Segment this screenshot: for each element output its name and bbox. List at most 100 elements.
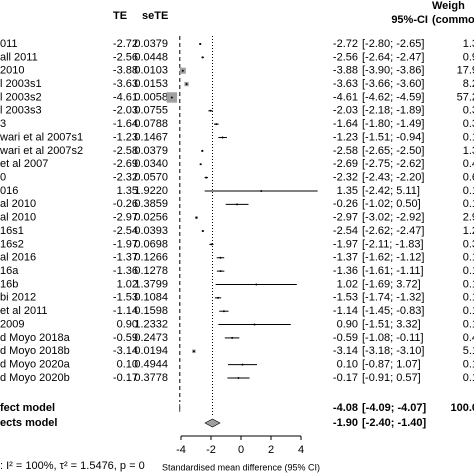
estimate-point: [195, 216, 198, 219]
estimate-point: [241, 363, 244, 366]
weight-value: 0.1: [463, 318, 474, 330]
weight-value: 1.2: [463, 225, 474, 237]
x-axis-label: Standardised mean difference (95% CI): [162, 462, 320, 472]
estimate-point: [231, 336, 234, 339]
pooled-ci: [-2.40; -1.40]: [362, 417, 427, 429]
sete-value: 0.3778: [134, 372, 168, 384]
te-value: -4.61: [113, 91, 138, 103]
weight-value: 5.1: [463, 345, 474, 357]
te-value: 1.35: [117, 185, 138, 197]
ci-value: [-2.43; -2.20]: [362, 172, 424, 184]
te-value: -0.17: [113, 372, 138, 384]
weight-value: 0.4: [463, 158, 474, 170]
ci-value: [-1.61; -1.11]: [362, 265, 424, 277]
ci-value: [-2.18; -1.89]: [362, 105, 424, 117]
study-label: 16a: [0, 265, 19, 277]
estimate-point: [253, 323, 256, 326]
weight-value: 0.3: [463, 118, 474, 130]
study-label: 2010: [0, 65, 24, 77]
estimate-value: -1.23: [333, 131, 358, 143]
ci-value: [-0.87; 1.07]: [362, 359, 421, 371]
te-value: -2.03: [113, 105, 138, 117]
sete-header: seTE: [142, 10, 168, 22]
estimate-value: -2.58: [333, 145, 358, 157]
sete-value: 0.0103: [134, 65, 168, 77]
pooled-diamond: [204, 418, 221, 428]
sete-value: 0.0755: [134, 105, 168, 117]
estimate-value: -2.69: [333, 158, 358, 170]
sete-value: 0.0379: [134, 38, 168, 50]
study-label: 16b: [0, 278, 18, 290]
estimate-value: -4.61: [333, 91, 358, 103]
pooled-estimate: -4.08: [333, 402, 358, 414]
te-value: -2.32: [113, 172, 138, 184]
study-label: wari et al 2007s1: [0, 131, 83, 143]
sete-value: 1.2332: [134, 318, 168, 330]
estimate-value: 1.02: [337, 278, 358, 290]
estimate-point: [170, 96, 173, 99]
study-label: d Moyo 2020a: [0, 359, 71, 371]
te-value: -1.23: [113, 131, 138, 143]
te-value: -3.14: [113, 345, 138, 357]
estimate-value: -3.63: [333, 78, 358, 90]
sete-value: 0.1278: [134, 265, 168, 277]
study-label: 011: [0, 38, 18, 50]
weight-value: 0.3: [463, 238, 474, 250]
te-value: -2.72: [113, 38, 138, 50]
te-header: TE: [113, 10, 127, 22]
sete-value: 0.0153: [134, 78, 168, 90]
weight-value: 0.6: [463, 172, 474, 184]
weight-value: 0.4: [463, 332, 474, 344]
sete-value: 0.0340: [134, 158, 168, 170]
estimate-value: -0.26: [333, 198, 358, 210]
weight-value: 1.3: [463, 38, 474, 50]
study-label: et al 2011: [0, 305, 48, 317]
estimate-value: -2.03: [333, 105, 358, 117]
estimate-point: [201, 230, 204, 233]
te-value: -1.53: [113, 292, 138, 304]
ci-value: [-1.80; -1.49]: [362, 118, 424, 130]
weight-value: 0.9: [463, 51, 474, 63]
study-label: 3: [0, 118, 6, 130]
te-value: -2.56: [113, 51, 138, 63]
weight-value: 17.9: [457, 65, 474, 77]
sete-value: 0.0393: [134, 225, 168, 237]
te-value: -1.36: [113, 265, 138, 277]
study-label: bi 2012: [0, 292, 36, 304]
estimate-point: [210, 243, 213, 246]
weight-value: 0.1: [463, 252, 474, 264]
sete-value: 1.9220: [134, 185, 168, 197]
weight-value: 0.1: [463, 265, 474, 277]
estimate-point: [219, 256, 222, 259]
sete-value: 0.1266: [134, 252, 168, 264]
study-label: al 2016: [0, 252, 36, 264]
study-label: l 2003s2: [0, 91, 42, 103]
sete-value: 0.1598: [134, 305, 168, 317]
ci-header: 95%-CI: [391, 14, 428, 26]
ci-value: [-2.65; -2.50]: [362, 145, 424, 157]
estimate-value: -2.97: [333, 212, 358, 224]
te-value: -0.26: [113, 198, 138, 210]
ci-value: [-1.45; -0.83]: [362, 305, 424, 317]
estimate-value: -0.17: [333, 372, 358, 384]
estimate-point: [199, 163, 202, 166]
te-value: -3.63: [113, 78, 138, 90]
estimate-value: -1.97: [333, 238, 358, 250]
te-value: -1.37: [113, 252, 138, 264]
estimate-point: [219, 270, 222, 273]
ci-value: [-3.90; -3.86]: [362, 65, 424, 77]
study-label: d Moyo 2020b: [0, 372, 70, 384]
study-label: wari et al 2007s2: [0, 145, 83, 157]
te-value: -3.88: [113, 65, 138, 77]
ci-value: [-2.42; 5.11]: [362, 185, 420, 197]
weight-value: 0.1: [463, 292, 474, 304]
estimate-value: -1.36: [333, 265, 358, 277]
sete-value: 0.0698: [134, 238, 168, 250]
x-tick-label: 4: [298, 444, 304, 456]
ci-value: [-1.02; 0.50]: [362, 198, 421, 210]
ci-value: [-1.74; -1.32]: [362, 292, 424, 304]
ci-value: [-3.02; -2.92]: [362, 212, 424, 224]
ci-value: [-4.62; -4.59]: [362, 91, 424, 103]
sete-value: 0.0058: [134, 91, 168, 103]
